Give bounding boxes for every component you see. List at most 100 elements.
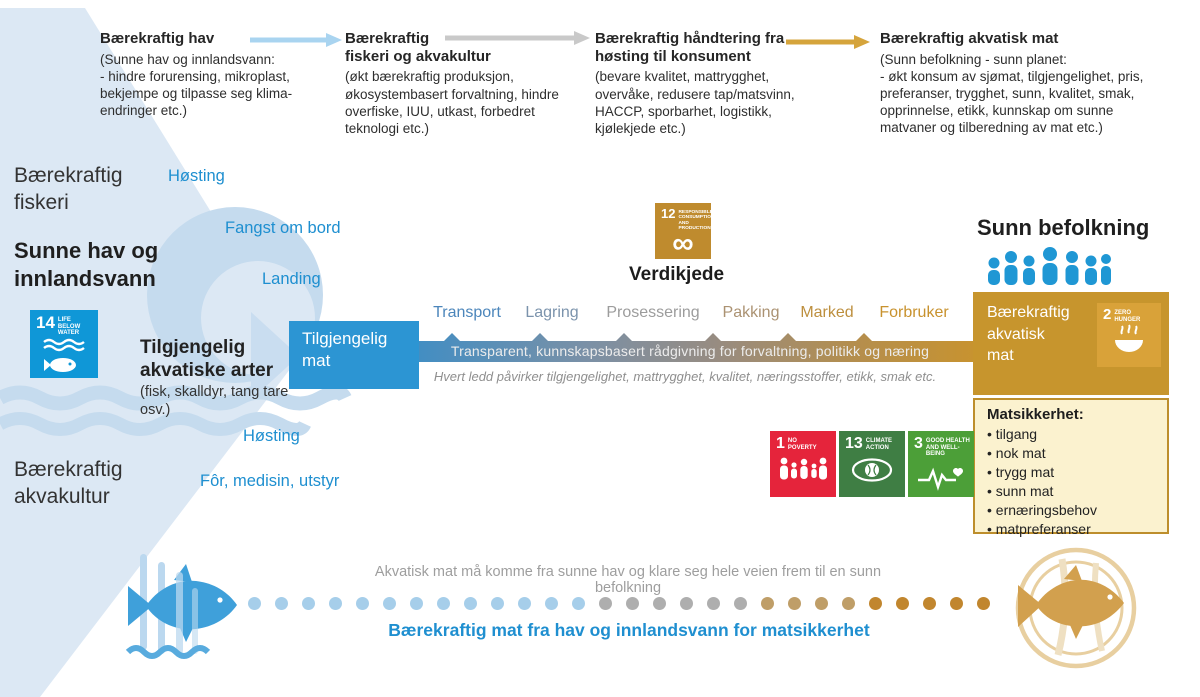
flow-step-3-details: (bevare kvalitet, mattrygghet, overvåke,… [595,69,795,136]
sdg2-label: ZERO HUNGER [1114,310,1141,323]
list-item: trygg mat [987,463,1155,482]
journey-dot [680,597,693,610]
arrow-right-icon [786,35,870,49]
journey-dot [626,597,639,610]
sdg13-tile: 13 CLIMATE ACTION [839,431,905,497]
matsikkerhet-title: Matsikkerhet: [987,406,1084,423]
label-arter-sub: (fisk, skalldyr, tang tare osv.) [140,384,289,419]
journey-dot [545,597,558,610]
sdg3-label: GOOD HEALTH AND WELL-BEING [925,438,970,458]
journey-dot [518,597,531,610]
list-item: matpreferanser [987,520,1155,539]
fish-icon [125,554,237,659]
eye-globe-icon [839,456,905,486]
sdg13-label: CLIMATE ACTION [865,438,893,451]
sdg12-label: RESPONSIBLE CONSUMPTION AND PRODUCTION [678,210,711,232]
sdg14-label: LIFE BELOW WATER [57,317,81,337]
matsikkerhet-box: Matsikkerhet: tilgang nok mat trygg mat … [973,398,1169,537]
label-baerekraftig-akvakultur: Bærekraftig akvakultur [14,458,123,509]
journey-dot [707,597,720,610]
family-icon [770,455,836,485]
matsikkerhet-list: tilgang nok mat trygg mat sunn mat ernær… [987,425,1155,539]
sdg14-number: 14 [36,313,55,332]
fish-on-plate-icon [1015,547,1137,669]
flow-step-2: Bærekraftig fiskeri og akvakultur (økt b… [345,30,595,137]
journey-dot [383,597,396,610]
label-fangst-om-bord: Fangst om bord [225,219,341,237]
journey-dot [869,597,882,610]
label-for-medisin-utstyr: Fôr, medisin, utstyr [200,472,340,490]
sdg1-tile: 1 NO POVERTY [770,431,836,497]
journey-dot [410,597,423,610]
journey-dot [950,597,963,610]
label-baerekraftig-fiskeri: Bærekraftig fiskeri [14,164,123,215]
stage-forbruker: Forbruker [879,304,949,321]
journey-dot [842,597,855,610]
journey-dot [248,597,261,610]
journey-dot [761,597,774,610]
journey-dot [815,597,828,610]
stage-prosessering: Prosessering [606,304,700,321]
band-note-text: Hvert ledd påvirker tilgjengelighet, mat… [433,369,937,384]
journey-dot [464,597,477,610]
list-item: nok mat [987,444,1155,463]
journey-dot [734,597,747,610]
sdg13-number: 13 [845,435,863,452]
gold-box-label: Bærekraftig akvatisk mat [987,304,1070,365]
arrow-right-icon [250,33,342,47]
chevron-right-icon [251,312,299,400]
flow-step-1-details: (Sunne hav og innlandsvann: - hindre for… [100,51,293,119]
flow-step-1-title: Bærekraftig hav [100,30,215,47]
list-item: tilgang [987,425,1155,444]
fish-waves-icon [30,337,98,375]
arrow-right-icon [445,31,590,45]
sdg1-number: 1 [776,435,785,452]
flow-step-2-details: (økt bærekraftig produksjon, økosystemba… [345,69,559,136]
stage-lagring: Lagring [525,304,579,321]
sdg2-number: 2 [1103,306,1112,323]
flow-step-4: Bærekraftig akvatisk mat (Sunn befolknin… [880,30,1190,136]
sdg12-number: 12 [661,206,676,221]
label-sunne-hav: Sunne hav og innlandsvann [14,238,159,291]
flow-step-3-title: Bærekraftig håndtering fra høsting til k… [595,30,785,65]
stage-marked: Marked [800,304,854,321]
journey-text: Akvatisk mat må komme fra sunne hav og k… [374,564,882,596]
flow-step-4-title: Bærekraftig akvatisk mat [880,30,1059,47]
journey-dot [329,597,342,610]
journey-dot [653,597,666,610]
sunn-befolkning-heading: Sunn befolkning [977,215,1150,240]
value-chain-band [405,333,978,362]
label-tilgjengelig-arter: Tilgjengelig akvatiske arter [140,337,274,381]
sdg12-tile: 12 RESPONSIBLE CONSUMPTION AND PRODUCTIO… [655,203,711,259]
list-item: ernæringsbehov [987,501,1155,520]
label-landing: Landing [262,270,321,288]
label-hosting-bottom: Høsting [243,427,300,445]
list-item: sunn mat [987,482,1155,501]
sdg14-tile: 14 LIFE BELOW WATER [30,310,98,378]
people-icons [988,247,1111,285]
stage-transport: Transport [433,304,501,321]
sdg3-number: 3 [914,435,923,452]
sdg3-tile: 3 GOOD HEALTH AND WELL-BEING [908,431,974,497]
flow-step-1: Bærekraftig hav (Sunne hav og innlandsva… [100,30,320,119]
baerekraftig-akvatisk-mat-box: Bærekraftig akvatisk mat 2 ZERO HUNGER [973,292,1169,395]
journey-dot [788,597,801,610]
stage-pakking: Pakking [722,304,780,321]
journey-dot [599,597,612,610]
label-hosting-top: Høsting [168,167,225,185]
bowl-icon [1097,323,1161,359]
journey-dot [302,597,315,610]
journey-dot [896,597,909,610]
tilgjengelig-mat-box: Tilgjengelig mat [289,321,419,389]
flow-step-4-details: (Sunn befolkning - sunn planet: - økt ko… [880,51,1144,136]
journey-dot [572,597,585,610]
journey-dot [923,597,936,610]
sdg2-tile: 2 ZERO HUNGER [1097,303,1161,367]
journey-dot [437,597,450,610]
infinity-icon: ∞ [672,227,694,259]
slogan-text: Bærekraftig mat fra hav og innlandsvann … [388,620,870,640]
journey-dot [356,597,369,610]
journey-dot [275,597,288,610]
